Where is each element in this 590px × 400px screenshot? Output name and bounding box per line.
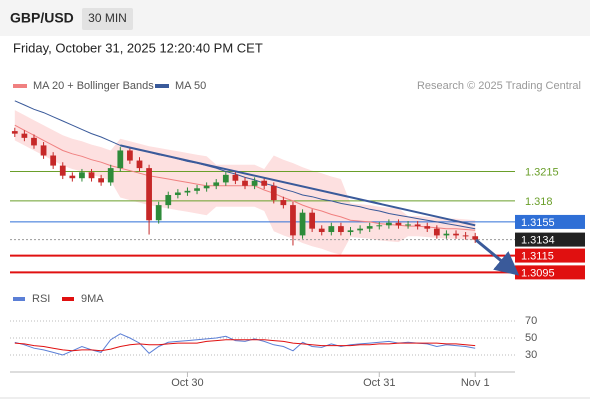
timestamp: Friday, October 31, 2025 12:20:40 PM CET (13, 40, 263, 55)
candle-body (107, 168, 114, 183)
y-tick-label: 50 (525, 332, 537, 344)
candle-body (309, 212, 316, 229)
candle-body (59, 165, 66, 176)
legend-label: MA 20 + Bollinger Bands (33, 80, 154, 92)
candle-body (155, 205, 162, 221)
candle-body (203, 185, 210, 189)
candle-body (395, 222, 402, 226)
candle-body (40, 145, 47, 156)
candle-body (50, 155, 57, 166)
candle-body (299, 212, 306, 236)
candle-body (21, 133, 28, 138)
credit: Research © 2025 Trading Central (417, 80, 581, 92)
candle-body (79, 172, 85, 179)
timeframe[interactable]: 30 MIN (88, 11, 127, 25)
candle-body (366, 226, 373, 229)
candle-body (184, 190, 191, 193)
candle-body (251, 180, 258, 186)
candle-body (433, 228, 440, 236)
rsi-line (14, 333, 476, 356)
candle-body (338, 226, 344, 233)
candle-body (261, 180, 268, 186)
candle-body (98, 178, 104, 183)
x-tick-label: Oct 31 (363, 377, 395, 389)
level-label-box (515, 214, 585, 229)
y-tick-label: 30 (525, 349, 537, 361)
candle-body (405, 224, 411, 226)
symbol: GBP/USD (10, 10, 74, 26)
level-label: 1.3215 (525, 166, 559, 178)
candle-body (376, 225, 383, 227)
legend-label: MA 50 (175, 80, 206, 92)
candle-body (88, 172, 95, 179)
forecast-arrow (475, 238, 520, 276)
candle-body (453, 233, 459, 236)
candle-body (69, 175, 76, 179)
candle-body (328, 226, 335, 233)
candle-body (472, 236, 479, 240)
candle-body (290, 205, 296, 236)
level-label: 1.3095 (521, 267, 555, 279)
y-tick-label: 70 (525, 315, 537, 327)
candle-body (174, 192, 181, 196)
candle-body (194, 188, 200, 191)
level-label-box (515, 248, 585, 263)
candle-body (136, 160, 143, 169)
legend-label: 9MA (81, 293, 104, 305)
candle-body (242, 180, 248, 186)
candle-body (31, 137, 37, 146)
candle-body (232, 174, 239, 181)
trendline (120, 144, 476, 227)
candle-body (222, 174, 229, 183)
candle-body (146, 168, 152, 221)
legend-label: RSI (32, 293, 50, 305)
candle-body (462, 235, 469, 237)
candle-body (11, 131, 18, 134)
level-label: 1.318 (525, 196, 553, 208)
candle-body (165, 195, 172, 206)
candle-body (386, 222, 392, 226)
rsi-line (14, 339, 476, 352)
level-label-box (515, 232, 585, 247)
candle-body (318, 228, 325, 233)
level-label: 1.3115 (521, 250, 554, 262)
candle-body (117, 150, 124, 169)
x-tick-label: Nov 1 (461, 377, 490, 389)
timeframe-box[interactable] (82, 8, 133, 30)
level-label: 1.3155 (521, 217, 555, 229)
candle-body (414, 224, 421, 227)
candle-body (357, 228, 363, 231)
x-tick-label: Oct 30 (171, 377, 203, 389)
candle-body (347, 230, 354, 233)
candle-body (213, 182, 220, 186)
level-label-box (515, 265, 585, 280)
candle-body (443, 233, 450, 236)
level-label: 1.3134 (521, 234, 555, 246)
candle-body (127, 150, 133, 161)
candle-body (270, 185, 277, 201)
candle-body (280, 200, 287, 206)
candle-body (424, 226, 431, 229)
